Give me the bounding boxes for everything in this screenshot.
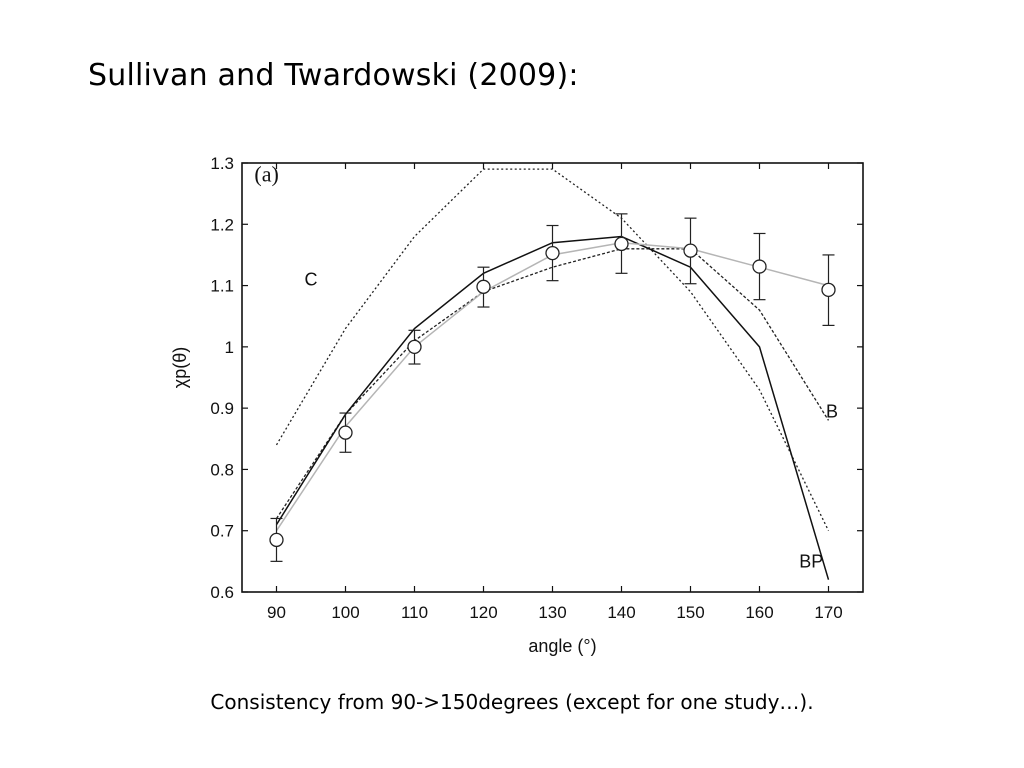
- y-tick-label: 1: [225, 338, 234, 357]
- x-tick-label: 160: [745, 603, 773, 622]
- series-line-measured-fit: [275, 241, 829, 532]
- series-line-c: [275, 168, 830, 531]
- x-tick-label: 140: [607, 603, 635, 622]
- x-tick-label: 150: [676, 603, 704, 622]
- slide-caption: Consistency from 90->150degrees (except …: [210, 690, 814, 714]
- data-point: [683, 243, 698, 258]
- y-tick-label: 0.7: [210, 522, 234, 541]
- data-point: [545, 245, 560, 261]
- panel-label: (a): [254, 161, 278, 186]
- x-axis-label: angle (°): [528, 636, 596, 656]
- y-tick-label: 1.1: [210, 277, 234, 296]
- data-point: [752, 259, 767, 274]
- slide-title: Sullivan and Twardowski (2009):: [88, 58, 579, 93]
- series-line-b: [275, 248, 830, 519]
- axis-ticks: 90 100 110 120 130 140 150 160 170 0.6 0.7 0.8 0.9 1 1…: [210, 154, 863, 622]
- x-tick-label: 90: [267, 603, 286, 622]
- data-point: [821, 282, 836, 298]
- x-tick-label: 170: [814, 603, 842, 622]
- y-tick-label: 1.2: [210, 215, 234, 234]
- x-tick-label: 130: [538, 603, 566, 622]
- series-label-b: B: [826, 401, 838, 421]
- x-tick-label: 100: [331, 603, 359, 622]
- y-axis-label: χp(θ): [170, 347, 190, 388]
- data-point: [476, 279, 491, 294]
- y-tick-label: 1.3: [210, 154, 234, 173]
- data-point: [338, 425, 353, 440]
- data-point: [269, 532, 284, 548]
- series-line-bp: [275, 235, 830, 580]
- measurement-points: [269, 213, 836, 562]
- data-point: [407, 339, 422, 355]
- data-point: [614, 236, 629, 252]
- y-tick-label: 0.8: [210, 460, 234, 479]
- y-tick-label: 0.9: [210, 399, 234, 418]
- x-tick-label: 120: [469, 603, 497, 622]
- x-tick-label: 110: [401, 603, 428, 622]
- series-label-c: C: [305, 270, 318, 290]
- series-label-bp: BP: [799, 551, 823, 571]
- chart-labels: angle (°) χp(θ) (a) C B BP: [170, 161, 838, 656]
- y-tick-label: 0.6: [210, 583, 234, 602]
